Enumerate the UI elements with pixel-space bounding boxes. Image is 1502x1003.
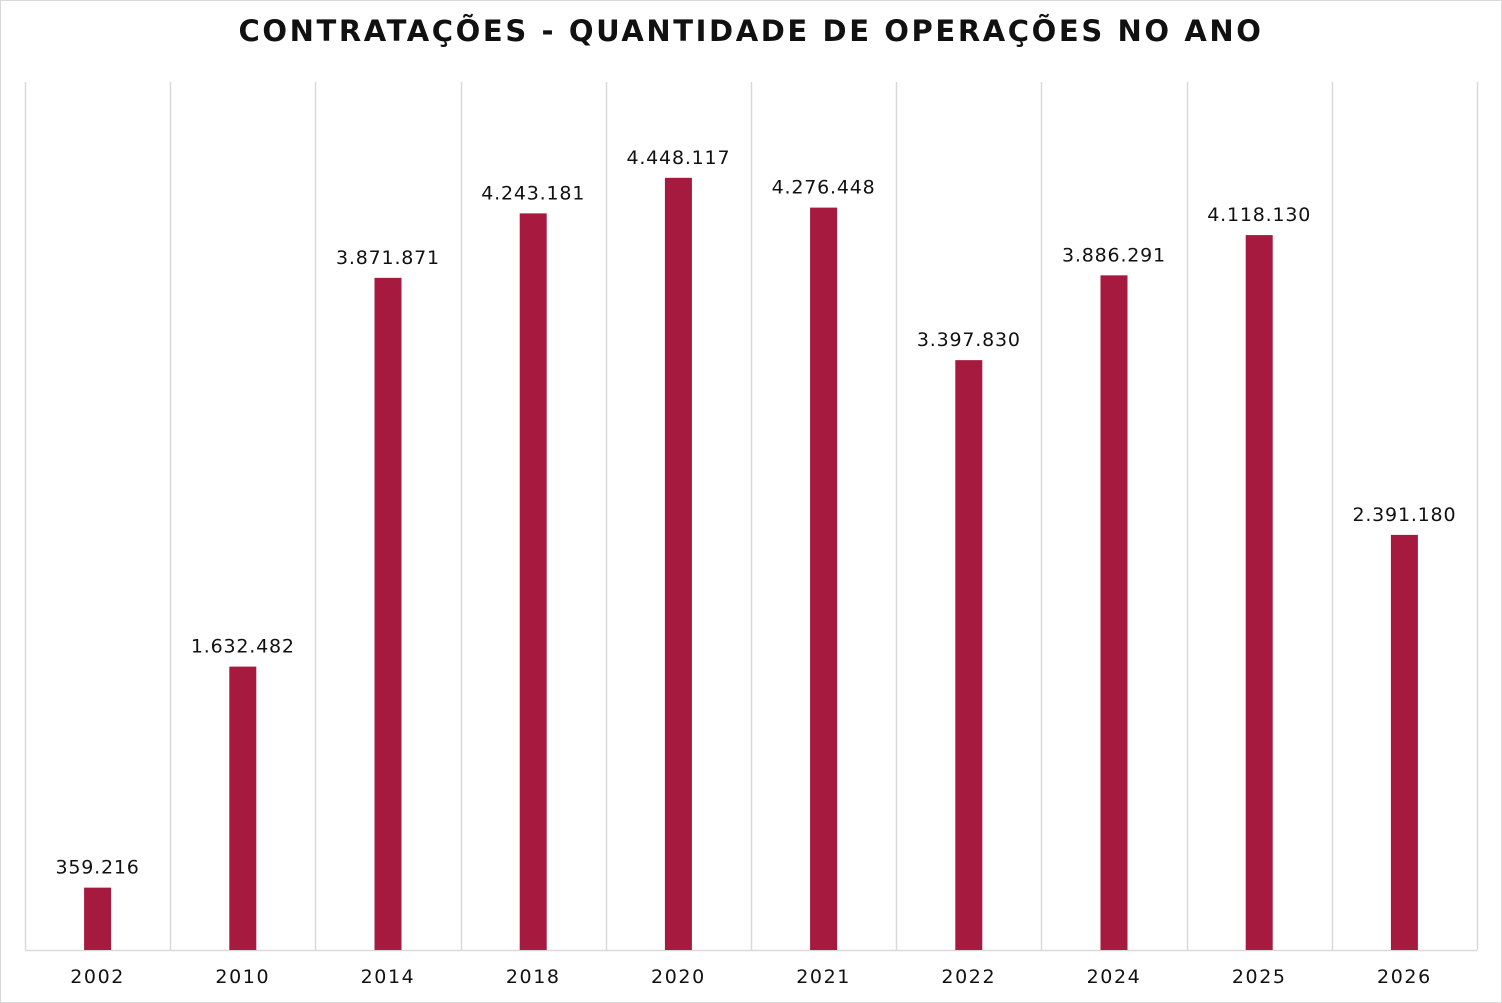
data-label-2014: 3.871.871: [336, 247, 440, 269]
data-label-2002: 359.216: [56, 857, 140, 879]
data-label-2024: 3.886.291: [1062, 244, 1166, 266]
gridlines: [24, 82, 1479, 952]
x-tick-label-2014: 2014: [361, 966, 416, 988]
x-tick-label-2022: 2022: [941, 966, 996, 988]
x-tick-label-2025: 2025: [1232, 966, 1287, 988]
x-tick-label-2010: 2010: [215, 966, 270, 988]
x-tick-label-2024: 2024: [1087, 966, 1142, 988]
data-label-2018: 4.243.181: [481, 182, 585, 204]
data-label-2026: 2.391.180: [1352, 504, 1456, 526]
bar-2021: [810, 207, 838, 950]
bar-2024: [1100, 275, 1128, 951]
bar-2018: [519, 213, 547, 950]
data-label-2025: 4.118.130: [1207, 204, 1311, 226]
bar-2014: [374, 277, 402, 950]
bar-2020: [664, 177, 692, 950]
bar-2026: [1390, 534, 1418, 950]
bar-2025: [1245, 235, 1273, 950]
x-tick-label-2021: 2021: [796, 966, 851, 988]
data-label-2020: 4.448.117: [626, 147, 730, 169]
x-tick-label-2002: 2002: [70, 966, 125, 988]
x-tick-label-2018: 2018: [506, 966, 561, 988]
x-axis-ticks: 2002 2010 2014 2018 2020 2021 2022 2024 2025 2026: [70, 966, 1432, 988]
bars: [84, 177, 1418, 951]
x-tick-label-2026: 2026: [1377, 966, 1432, 988]
data-label-2022: 3.397.830: [917, 329, 1021, 351]
bar-2022: [955, 360, 983, 950]
data-label-2021: 4.276.448: [772, 177, 876, 199]
chart-title: CONTRATAÇÕES - QUANTIDADE DE OPERAÇÕES N…: [238, 14, 1264, 48]
bar-2002: [84, 887, 112, 950]
bar-2010: [229, 666, 257, 950]
data-labels: 359.216 1.632.482 3.871.871 4.243.181 4.448.…: [56, 147, 1456, 879]
x-tick-label-2020: 2020: [651, 966, 706, 988]
data-label-2010: 1.632.482: [191, 636, 295, 658]
